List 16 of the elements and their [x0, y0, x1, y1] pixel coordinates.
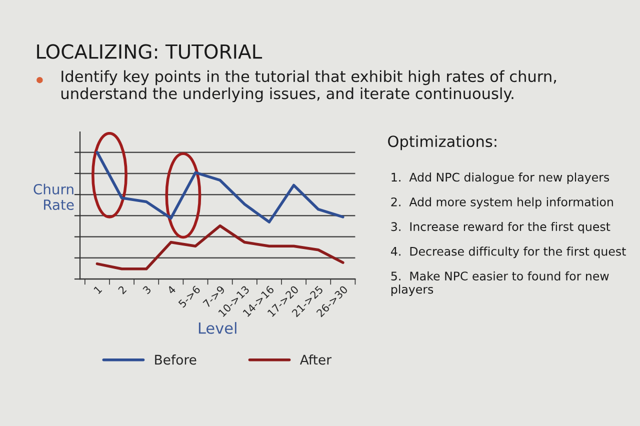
x-tick-label: 2 — [118, 285, 127, 294]
text: 5. Make NPC easier to found for new players — [391, 271, 609, 296]
x-tick-label: 4 — [166, 285, 176, 295]
text: 2. Add more system help information — [391, 197, 613, 209]
y-axis-title: Churn Rate — [34, 184, 74, 210]
legend-label: After — [300, 354, 332, 365]
text: 1. Add NPC dialogue for new players — [392, 172, 610, 184]
legend-label: Before — [155, 354, 196, 365]
chart-title: LOCALIZING: TUTORIAL — [37, 44, 262, 59]
x-tick-label: 3 — [142, 285, 152, 294]
chart-subtitle: Identify key points in the tutorial that exhibit high rates of churn, understand the underlying issues, and iterate continuously. — [61, 70, 556, 102]
x-tick-label: 1 — [94, 285, 102, 294]
text: 4. Decrease difficulty for the first quest — [390, 246, 626, 258]
text: 3. Increase reward for the first quest — [391, 222, 610, 234]
text: Optimizations: — [388, 135, 496, 150]
x-axis-title: Level — [198, 322, 236, 334]
